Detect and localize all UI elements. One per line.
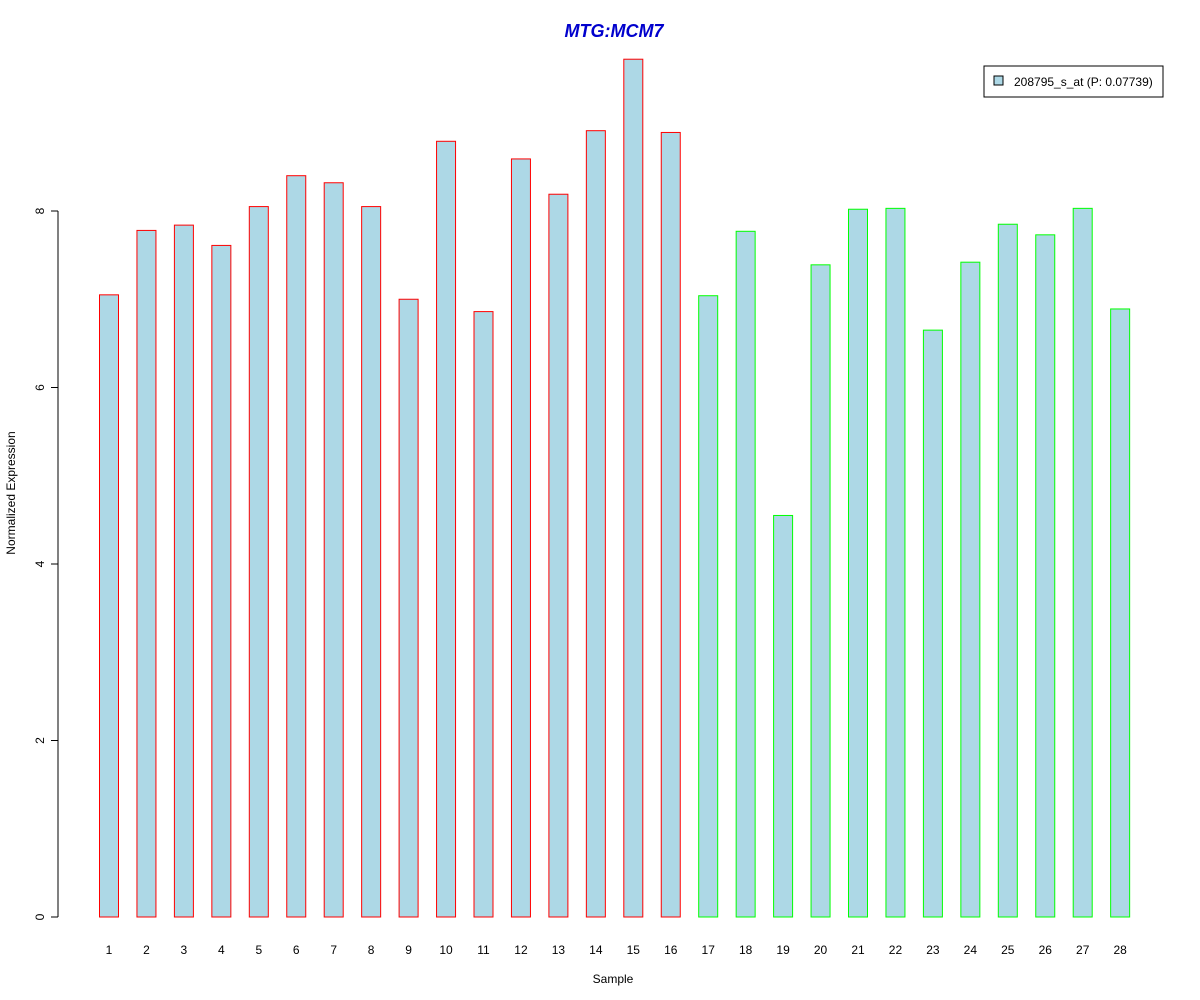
bar-sample-16 bbox=[660, 131, 681, 918]
legend: 208795_s_at (P: 0.07739) bbox=[983, 65, 1164, 98]
y-tick-label: 4 bbox=[33, 560, 47, 567]
bar-sample-13 bbox=[548, 193, 569, 918]
x-axis-label: Sample bbox=[593, 972, 634, 986]
x-tick-labels: 1 2 3 4 5 6 7 8 9 10 11 12 13 14 15 16 17 18 19 20 21 22 23 24 2… bbox=[106, 943, 1127, 957]
x-tick-label: 13 bbox=[552, 943, 566, 957]
x-tick-label: 20 bbox=[814, 943, 828, 957]
y-tick-label: 0 bbox=[33, 913, 47, 920]
x-tick-label: 1 bbox=[106, 943, 113, 957]
legend-swatch bbox=[993, 75, 1004, 86]
bars-group bbox=[99, 58, 1131, 918]
bar-sample-10 bbox=[436, 140, 457, 918]
x-tick-label: 14 bbox=[589, 943, 603, 957]
x-tick-label: 26 bbox=[1039, 943, 1053, 957]
bar-sample-18 bbox=[735, 230, 756, 918]
x-tick-label: 7 bbox=[330, 943, 337, 957]
x-tick-label: 10 bbox=[439, 943, 453, 957]
bar-sample-12 bbox=[510, 158, 531, 918]
chart-title: MTG:MCM7 bbox=[565, 21, 665, 41]
x-tick-label: 28 bbox=[1113, 943, 1127, 957]
bar-sample-11 bbox=[473, 311, 494, 918]
x-tick-label: 11 bbox=[477, 943, 490, 957]
x-tick-label: 9 bbox=[405, 943, 412, 957]
bar-sample-22 bbox=[885, 207, 906, 918]
x-tick-label: 18 bbox=[739, 943, 753, 957]
x-tick-label: 12 bbox=[514, 943, 528, 957]
bar-sample-28 bbox=[1110, 308, 1131, 918]
bar-sample-21 bbox=[848, 208, 868, 918]
bar-sample-17 bbox=[698, 295, 719, 918]
legend-box bbox=[983, 65, 1164, 98]
x-tick-label: 16 bbox=[664, 943, 678, 957]
x-tick-label: 22 bbox=[889, 943, 903, 957]
y-tick-label: 2 bbox=[33, 737, 47, 744]
x-tick-label: 5 bbox=[255, 943, 262, 957]
x-tick-label: 3 bbox=[181, 943, 188, 957]
bar-sample-25 bbox=[997, 223, 1018, 918]
y-tick-label: 8 bbox=[33, 207, 47, 214]
bar-sample-8 bbox=[361, 206, 382, 918]
bar-sample-19 bbox=[773, 514, 794, 918]
y-tick-label: 6 bbox=[33, 384, 47, 391]
legend-label: 208795_s_at (P: 0.07739) bbox=[1014, 75, 1153, 89]
x-tick-label: 6 bbox=[293, 943, 300, 957]
bar-sample-27 bbox=[1072, 207, 1093, 918]
bar-sample-7 bbox=[323, 182, 344, 918]
bar-sample-1 bbox=[99, 294, 119, 918]
bar-sample-23 bbox=[922, 329, 943, 918]
bar-sample-5 bbox=[248, 206, 269, 918]
bar-sample-15 bbox=[623, 58, 644, 918]
bar-sample-3 bbox=[173, 224, 194, 918]
bar-sample-24 bbox=[960, 261, 981, 918]
y-axis: 0 2 4 6 8 bbox=[33, 207, 59, 920]
bar-sample-6 bbox=[286, 175, 307, 918]
x-tick-label: 4 bbox=[218, 943, 225, 957]
x-tick-label: 27 bbox=[1076, 943, 1090, 957]
x-tick-label: 15 bbox=[627, 943, 641, 957]
bar-sample-4 bbox=[211, 244, 232, 918]
bar-sample-26 bbox=[1035, 234, 1056, 918]
x-tick-label: 19 bbox=[776, 943, 790, 957]
x-tick-label: 8 bbox=[368, 943, 375, 957]
x-tick-label: 24 bbox=[964, 943, 978, 957]
x-tick-label: 2 bbox=[143, 943, 150, 957]
x-tick-label: 23 bbox=[926, 943, 940, 957]
bar-sample-14 bbox=[585, 130, 606, 918]
bar-sample-9 bbox=[398, 298, 419, 918]
x-tick-label: 25 bbox=[1001, 943, 1015, 957]
x-tick-label: 21 bbox=[851, 943, 865, 957]
bar-sample-20 bbox=[810, 264, 831, 918]
bar-sample-2 bbox=[136, 229, 157, 918]
y-axis-label: Normalized Expression bbox=[4, 431, 18, 554]
x-tick-label: 17 bbox=[702, 943, 716, 957]
